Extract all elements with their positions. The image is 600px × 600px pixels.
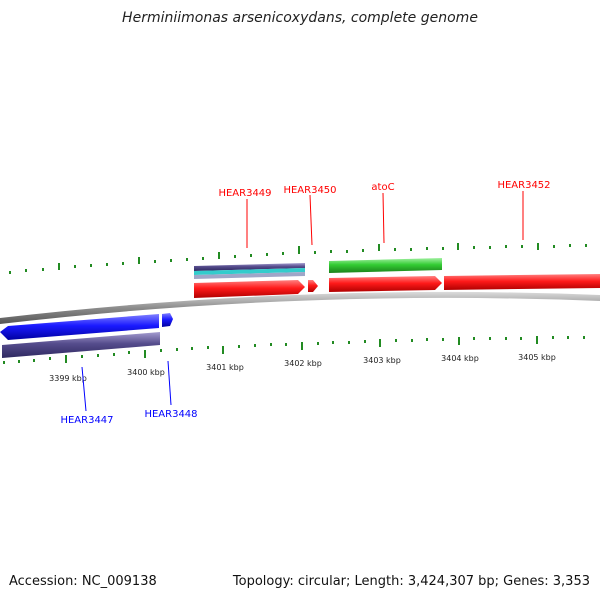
map-title: Herminiimonas arsenicoxydans, complete g… — [122, 10, 478, 26]
gene-label-hear3452[interactable]: HEAR3452 — [497, 180, 550, 191]
kbp-label: 3404 kbp — [441, 354, 479, 363]
label-leader-lines — [81, 191, 524, 412]
gene-label-hear3448[interactable]: HEAR3448 — [144, 409, 197, 420]
gene-labels: HEAR3449 HEAR3450 atoC HEAR3452 HEAR3447… — [60, 180, 550, 426]
feature-bar-reverse[interactable] — [2, 332, 160, 358]
feature-bar-green[interactable] — [329, 258, 442, 273]
genome-backbone — [0, 291, 600, 324]
gene-label-hear3450[interactable]: HEAR3450 — [283, 185, 336, 196]
gene-label-atoc[interactable]: atoC — [371, 182, 394, 193]
kbp-scale-labels: 3399 kbp 3400 kbp 3401 kbp 3402 kbp 3403… — [49, 353, 556, 383]
outer-tick-ruler — [9, 243, 587, 274]
feature-bar[interactable] — [194, 263, 305, 271]
kbp-label: 3405 kbp — [518, 353, 556, 362]
cds-arrow-hear3449[interactable] — [194, 280, 305, 298]
gene-label-hear3449[interactable]: HEAR3449 — [218, 188, 271, 199]
genome-summary-text: Topology: circular; Length: 3,424,307 bp… — [232, 574, 590, 589]
cds-arrow-hear3447[interactable] — [0, 314, 159, 340]
kbp-label: 3402 kbp — [284, 359, 322, 368]
cds-arrow-hear3450[interactable] — [308, 280, 318, 292]
feature-bar[interactable] — [194, 272, 305, 279]
kbp-label: 3401 kbp — [206, 363, 244, 372]
reverse-strand-track — [0, 313, 173, 358]
kbp-label: 3400 kbp — [127, 368, 165, 377]
kbp-label: 3403 kbp — [363, 356, 401, 365]
feature-bar[interactable] — [194, 268, 305, 275]
gene-label-hear3447[interactable]: HEAR3447 — [60, 415, 113, 426]
inner-tick-ruler — [3, 336, 585, 364]
cds-arrow-hear3452[interactable] — [444, 274, 600, 290]
accession-text: Accession: NC_009138 — [9, 574, 157, 589]
feature-track-upper — [194, 263, 305, 279]
forward-strand-track — [194, 274, 600, 298]
cds-arrow-hear3448[interactable] — [162, 313, 173, 327]
kbp-label: 3399 kbp — [49, 374, 87, 383]
cds-arrow-atoc[interactable] — [329, 276, 442, 292]
